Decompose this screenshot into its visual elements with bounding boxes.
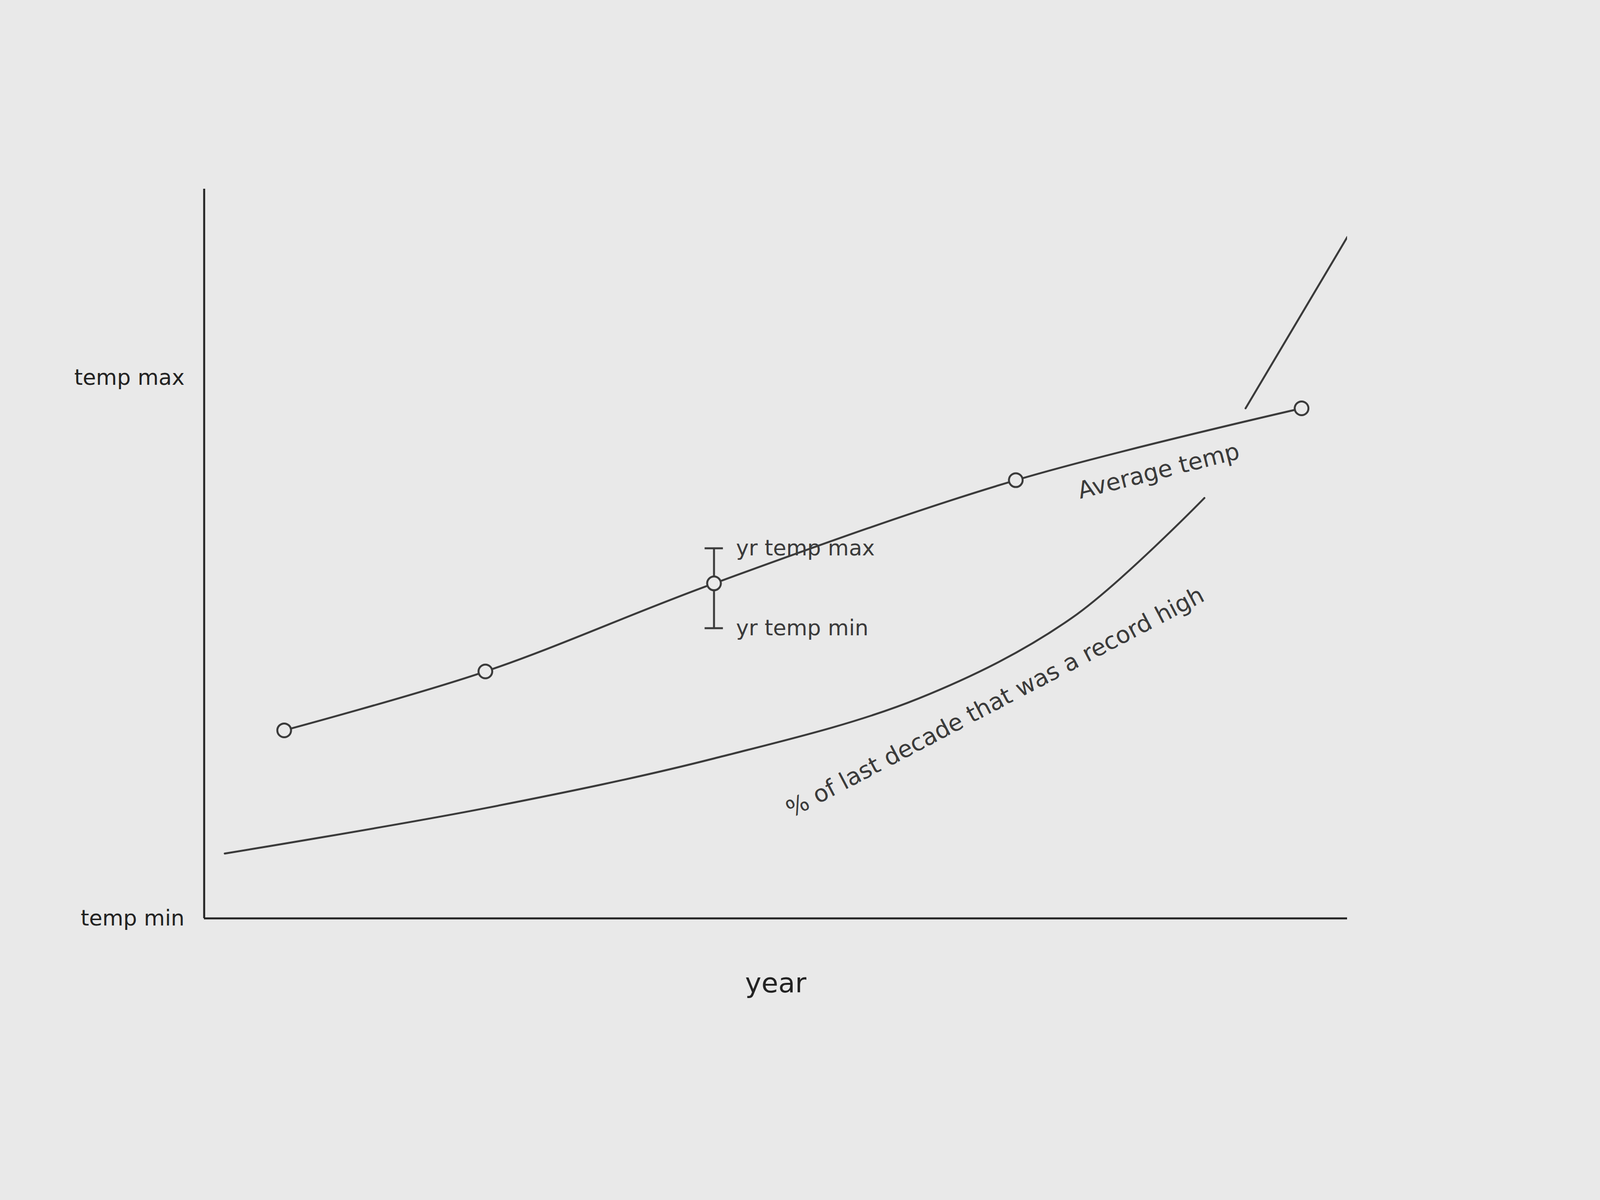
svg-text:temp max: temp max (74, 364, 185, 390)
svg-text:year: year (745, 966, 807, 999)
svg-text:yr temp min: yr temp min (736, 615, 869, 641)
svg-text:yr temp max: yr temp max (736, 535, 875, 561)
svg-text:Average temp: Average temp (1075, 436, 1243, 504)
svg-text:temp min: temp min (80, 905, 185, 931)
svg-text:% of last decade that was a re: % of last decade that was a record high (781, 580, 1209, 823)
